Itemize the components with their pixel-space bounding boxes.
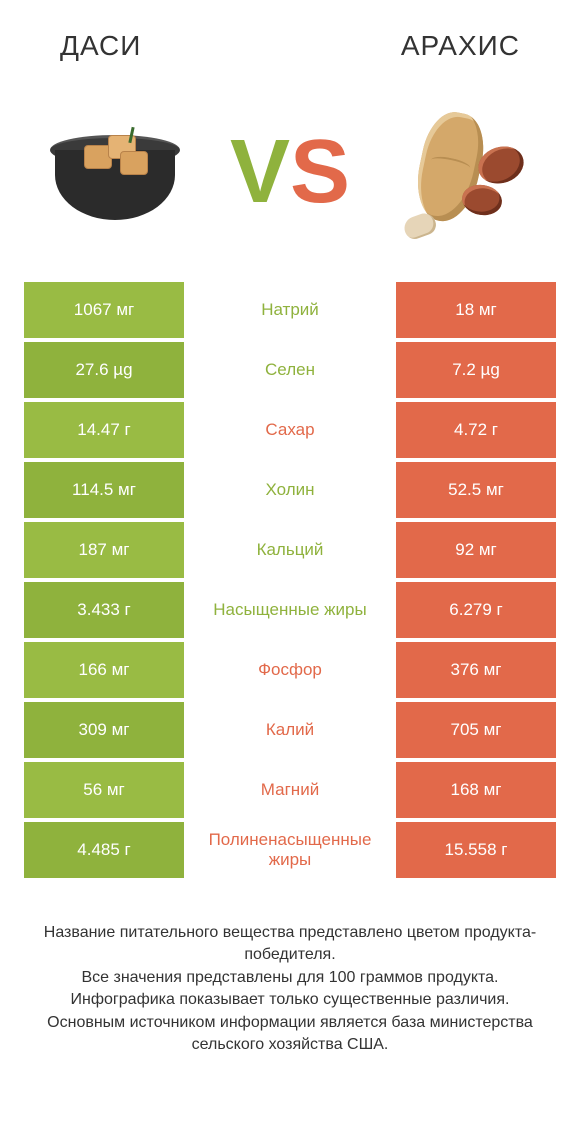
- left-value-cell: 4.485 г: [24, 822, 184, 878]
- right-product-image: [390, 97, 540, 247]
- hero-row: VS: [0, 82, 580, 282]
- nutrient-label: Холин: [184, 462, 396, 518]
- right-value-cell: 18 мг: [396, 282, 556, 338]
- nutrient-label: Натрий: [184, 282, 396, 338]
- left-value-cell: 309 мг: [24, 702, 184, 758]
- left-value-cell: 3.433 г: [24, 582, 184, 638]
- right-value-cell: 52.5 мг: [396, 462, 556, 518]
- peanut-icon: [390, 97, 540, 247]
- left-product-title: ДАСИ: [60, 30, 141, 62]
- nutrient-table: 1067 мгНатрий18 мг27.6 µgСелен7.2 µg14.4…: [0, 282, 580, 878]
- nutrient-label: Полиненасыщенные жиры: [184, 822, 396, 878]
- header: ДАСИ АРАХИС: [0, 0, 580, 82]
- nutrient-row: 3.433 гНасыщенные жиры6.279 г: [24, 582, 556, 638]
- nutrient-row: 309 мгКалий705 мг: [24, 702, 556, 758]
- left-value-cell: 166 мг: [24, 642, 184, 698]
- right-value-cell: 15.558 г: [396, 822, 556, 878]
- nutrient-row: 1067 мгНатрий18 мг: [24, 282, 556, 338]
- right-value-cell: 705 мг: [396, 702, 556, 758]
- right-value-cell: 168 мг: [396, 762, 556, 818]
- right-product-title: АРАХИС: [401, 30, 520, 62]
- nutrient-label: Фосфор: [184, 642, 396, 698]
- footer-line: Основным источником информации является …: [30, 1012, 550, 1057]
- nutrient-row: 56 мгМагний168 мг: [24, 762, 556, 818]
- right-value-cell: 7.2 µg: [396, 342, 556, 398]
- nutrient-label: Насыщенные жиры: [184, 582, 396, 638]
- left-value-cell: 27.6 µg: [24, 342, 184, 398]
- vs-v-letter: V: [230, 127, 290, 217]
- nutrient-label: Селен: [184, 342, 396, 398]
- left-value-cell: 56 мг: [24, 762, 184, 818]
- footer-line: Название питательного вещества представл…: [30, 922, 550, 967]
- nutrient-row: 14.47 гСахар4.72 г: [24, 402, 556, 458]
- nutrient-row: 114.5 мгХолин52.5 мг: [24, 462, 556, 518]
- right-value-cell: 92 мг: [396, 522, 556, 578]
- footer-line: Инфографика показывает только существенн…: [30, 989, 550, 1011]
- left-value-cell: 1067 мг: [24, 282, 184, 338]
- vs-s-letter: S: [290, 127, 350, 217]
- left-value-cell: 187 мг: [24, 522, 184, 578]
- footer-notes: Название питательного вещества представл…: [0, 882, 580, 1056]
- nutrient-row: 166 мгФосфор376 мг: [24, 642, 556, 698]
- left-value-cell: 114.5 мг: [24, 462, 184, 518]
- nutrient-label: Калий: [184, 702, 396, 758]
- dashi-bowl-icon: [50, 125, 180, 220]
- nutrient-row: 27.6 µgСелен7.2 µg: [24, 342, 556, 398]
- nutrient-label: Магний: [184, 762, 396, 818]
- footer-line: Все значения представлены для 100 граммо…: [30, 967, 550, 989]
- nutrient-row: 4.485 гПолиненасыщенные жиры15.558 г: [24, 822, 556, 878]
- right-value-cell: 376 мг: [396, 642, 556, 698]
- nutrient-row: 187 мгКальций92 мг: [24, 522, 556, 578]
- vs-label: VS: [230, 127, 350, 217]
- left-value-cell: 14.47 г: [24, 402, 184, 458]
- left-product-image: [40, 97, 190, 247]
- nutrient-label: Сахар: [184, 402, 396, 458]
- right-value-cell: 4.72 г: [396, 402, 556, 458]
- nutrient-label: Кальций: [184, 522, 396, 578]
- right-value-cell: 6.279 г: [396, 582, 556, 638]
